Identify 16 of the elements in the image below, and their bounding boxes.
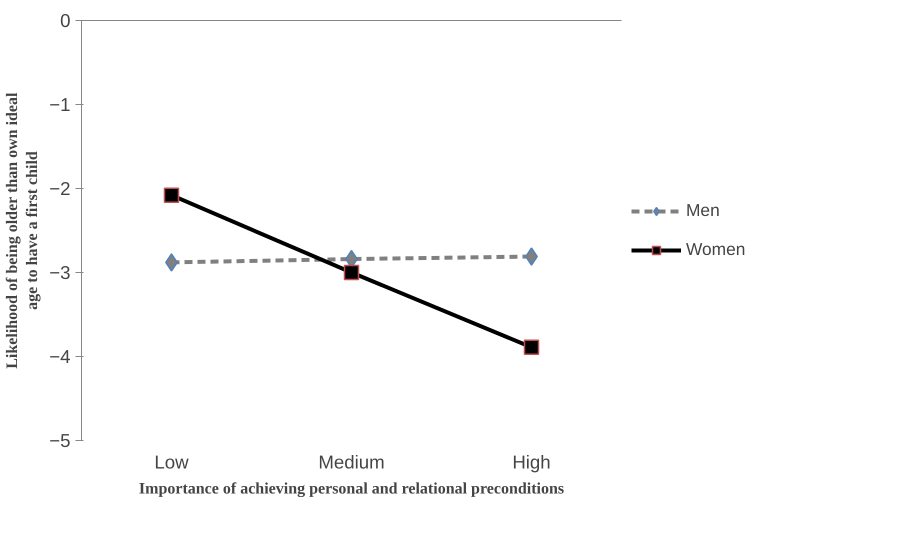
point [524,340,540,356]
x-tick-label: High [512,452,551,472]
x-tick-label: Medium [318,452,385,472]
y-tick-label: 0 [60,10,71,31]
y-tick-label: −3 [49,262,71,283]
point [344,264,360,280]
legend-label: Men [686,200,720,221]
y-tick-label: −1 [49,94,71,115]
y-tick-label: −2 [49,178,71,199]
point [164,187,180,203]
x-axis-title: Importance of achieving personal and relational preconditions [138,480,564,498]
y-tick-label: −4 [49,346,71,367]
y-tick-label: −5 [49,430,71,451]
x-tick-label: Low [154,452,190,472]
legend-label: Women [686,239,746,260]
y-axis-title: Likelihood of being older than own ideal age to have a first child [4,92,42,369]
